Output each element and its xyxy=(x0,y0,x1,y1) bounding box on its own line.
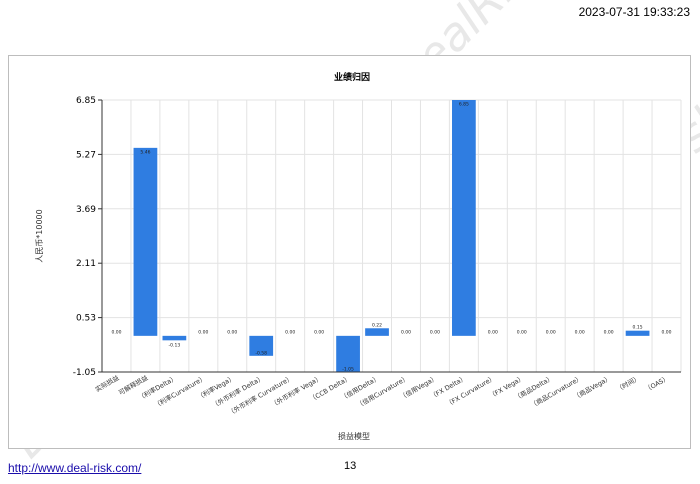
bar-value-label: 0.15 xyxy=(633,325,643,331)
x-tick-label: （商品Curvature） xyxy=(529,373,584,410)
bar-value-label: -1.05 xyxy=(342,367,354,373)
bar-value-label: 0.00 xyxy=(198,329,208,335)
bar-value-label: 0.00 xyxy=(488,329,498,335)
labels-layer: 0.00 5.46 -0.13 0.00 0.00 -0.58 0.00 0.00 -1.05 0… xyxy=(111,102,671,373)
x-tick-label: （FX Curvature） xyxy=(445,374,497,409)
bar-value-label: 0.00 xyxy=(575,329,585,335)
bar-value-label: 0.00 xyxy=(314,329,324,335)
bar xyxy=(133,147,158,336)
y-tick-label: 2.11 xyxy=(76,259,96,269)
bar-value-label: 0.22 xyxy=(372,322,382,328)
x-tick-label: （利率Curvature） xyxy=(152,373,207,410)
bar xyxy=(336,335,360,372)
website-link[interactable]: http://www.deal-risk.com/ xyxy=(8,461,142,475)
y-tick-label: 3.69 xyxy=(76,205,96,215)
x-tick-label: （外币利率 Vega） xyxy=(269,373,323,409)
x-tick-label: （OAS） xyxy=(644,374,671,394)
grid-layer xyxy=(101,99,682,373)
bar-value-label: 6.85 xyxy=(459,102,469,108)
bar-value-label: 0.00 xyxy=(285,329,295,335)
bar-value-label: -0.13 xyxy=(169,342,181,348)
bar xyxy=(365,328,389,336)
bar-value-label: 0.00 xyxy=(604,329,614,335)
bar xyxy=(452,100,476,336)
bars-layer xyxy=(133,100,650,372)
bar-value-label: 0.00 xyxy=(111,329,121,335)
axes-layer: -1.050.532.113.695.276.85实际损益可解释损益（利率Del… xyxy=(73,96,681,417)
x-tick-label: （时间） xyxy=(615,373,642,394)
y-tick-label: 6.85 xyxy=(76,96,96,106)
y-axis-title: 人民币*10000 xyxy=(35,209,44,262)
y-tick-label: 0.53 xyxy=(76,314,96,324)
bar xyxy=(249,335,274,356)
bar-value-label: -0.58 xyxy=(255,350,267,356)
bar-value-label: 0.00 xyxy=(430,329,440,335)
page-number: 13 xyxy=(344,460,357,472)
bar xyxy=(625,330,650,336)
bar-value-label: 0.00 xyxy=(662,329,672,335)
chart-title: 业绩归因 xyxy=(334,71,370,83)
y-tick-label: -1.05 xyxy=(73,368,96,378)
bar-value-label: 0.00 xyxy=(546,329,556,335)
x-tick-label: （信用Curvature） xyxy=(355,373,410,410)
bar xyxy=(162,335,187,341)
bar-value-label: 0.00 xyxy=(401,329,411,335)
attribution-bar-chart: 业绩归因 0.00 5.46 -0.13 0.00 0.00 -0.58 0.00 0.00 -… xyxy=(35,71,682,441)
report-timestamp: 2023-07-31 19:33:23 xyxy=(578,5,690,19)
bar-value-label: 0.00 xyxy=(227,329,237,335)
bar-value-label: 0.00 xyxy=(517,329,527,335)
bar-value-label: 5.46 xyxy=(140,149,150,155)
chart-container: 业绩归因 0.00 5.46 -0.13 0.00 0.00 -0.58 0.00 0.00 -… xyxy=(8,55,691,449)
y-tick-label: 5.27 xyxy=(76,150,96,160)
x-axis-title: 损益模型 xyxy=(338,431,370,441)
